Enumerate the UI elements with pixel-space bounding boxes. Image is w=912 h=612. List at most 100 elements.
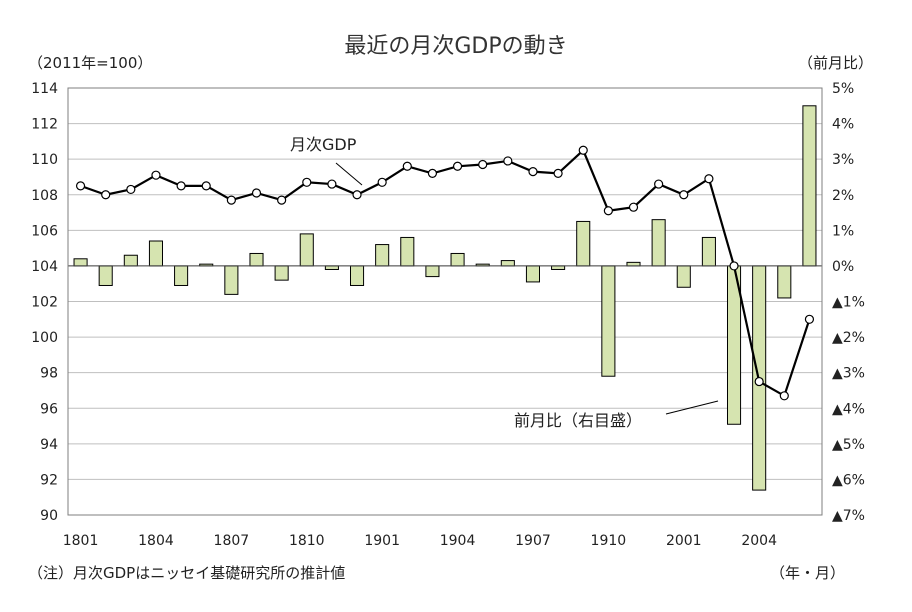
bar-1908 — [551, 265, 566, 270]
gdp-point-2006 — [804, 314, 815, 324]
right-tick-label: ▲2% — [832, 330, 865, 346]
right-tick-label: 5% — [832, 81, 854, 97]
gdp-point-1805 — [176, 181, 186, 191]
bar-1910 — [601, 265, 616, 377]
bar-1904 — [450, 252, 465, 267]
axis-layer: 90 92 94 96 98 100 102 104 106 108 110 112 114 ▲7% ▲6%… — [31, 81, 865, 549]
gdp-point-1804 — [151, 170, 161, 180]
gdp-point-2003 — [729, 261, 739, 271]
x-tick-label: 1804 — [138, 533, 174, 549]
gdp-point-1906 — [503, 156, 513, 166]
left-axis-unit: （2011年=100） — [28, 54, 153, 72]
bar-1801 — [73, 258, 88, 267]
left-tick-label: 110 — [31, 152, 58, 168]
x-tick-label: 1904 — [440, 533, 476, 549]
left-tick-label: 108 — [31, 188, 58, 204]
gdp-point-1806 — [201, 181, 211, 191]
bar-1810 — [299, 233, 314, 267]
gdp-point-1903 — [427, 168, 438, 178]
annotation-layer: 月次GDP 前月比（右目盛） — [290, 135, 719, 430]
x-tick-label: 2001 — [666, 533, 702, 549]
bar-2001 — [676, 265, 691, 288]
right-tick-label: ▲7% — [832, 508, 865, 524]
footnote: （注）月次GDPはニッセイ基礎研究所の推計値 — [28, 564, 346, 582]
left-tick-label: 100 — [31, 330, 58, 346]
gdp-point-1810 — [302, 177, 312, 187]
gdp-point-1910 — [603, 206, 613, 216]
right-tick-label: 4% — [832, 117, 854, 133]
gdp-point-1802 — [101, 190, 111, 200]
bar-1808 — [249, 252, 264, 267]
right-tick-label: ▲3% — [832, 366, 865, 382]
plot-frame — [67, 87, 823, 516]
gdp-point-1909 — [578, 145, 588, 155]
right-tick-label: ▲5% — [832, 437, 865, 453]
bar-1807 — [224, 265, 239, 295]
right-tick-label: 0% — [832, 259, 854, 275]
right-tick-label: ▲1% — [832, 295, 865, 311]
gdp-line — [80, 148, 811, 398]
gdp-point-1911 — [628, 202, 639, 212]
right-axis-unit: （前月比） — [798, 54, 874, 72]
bar-1912 — [651, 219, 666, 267]
bar-1809 — [274, 265, 289, 281]
bar-1803 — [123, 254, 138, 267]
gdp-point-2002 — [704, 174, 714, 184]
bar-1811 — [324, 265, 339, 270]
gdp-point-1807 — [226, 195, 236, 205]
gdp-point-2001 — [679, 190, 689, 200]
left-tick-label: 98 — [40, 366, 58, 382]
right-tick-label: ▲4% — [832, 401, 865, 417]
left-tick-label: 106 — [31, 223, 58, 239]
left-tick-label: 94 — [40, 437, 58, 453]
left-tick-label: 114 — [31, 81, 58, 97]
bar-1906 — [500, 260, 515, 267]
bar-layer — [68, 105, 822, 491]
bar-1909 — [576, 220, 591, 267]
right-tick-label: ▲6% — [832, 472, 865, 488]
bar-2006 — [802, 105, 817, 267]
gdp-point-1905 — [478, 159, 488, 170]
x-tick-label: 1907 — [515, 533, 551, 549]
bar-series-label: 前月比（右目盛） — [514, 411, 642, 430]
gdp-point-1808 — [251, 188, 262, 198]
gdp-point-1912 — [654, 179, 664, 189]
gdp-point-1901 — [377, 177, 387, 187]
gdp-point-1812 — [352, 190, 362, 200]
x-tick-label: 1801 — [63, 533, 99, 549]
gdp-point-2004 — [754, 376, 764, 387]
bar-2005 — [777, 265, 792, 299]
bar-1902 — [400, 236, 415, 267]
left-tick-label: 92 — [40, 472, 58, 488]
left-tick-label: 104 — [31, 259, 58, 275]
gdp-point-1908 — [553, 168, 563, 178]
right-tick-label: 2% — [832, 188, 854, 204]
bar-1804 — [148, 240, 164, 267]
gdp-point-1811 — [327, 179, 337, 189]
gdp-point-1803 — [126, 184, 136, 195]
gdp-point-1801 — [75, 181, 86, 191]
bar-1901 — [375, 244, 390, 267]
gdp-point-1904 — [452, 161, 463, 171]
bar-1903 — [425, 265, 440, 278]
bar-label-leader — [665, 400, 719, 415]
right-tick-label: 3% — [832, 152, 854, 168]
line-label-leader — [335, 162, 363, 186]
left-tick-label: 96 — [40, 401, 58, 417]
x-tick-label: 1807 — [214, 533, 250, 549]
gdp-point-1809 — [277, 195, 287, 205]
left-tick-label: 90 — [40, 508, 58, 524]
gdp-point-1902 — [402, 161, 412, 171]
bar-1802 — [98, 265, 113, 286]
x-tick-label: 2004 — [741, 533, 777, 549]
line-layer — [75, 145, 815, 401]
right-tick-label: 1% — [832, 223, 854, 239]
left-tick-label: 102 — [31, 295, 58, 311]
gdp-point-2005 — [779, 391, 789, 401]
left-tick-label: 112 — [31, 117, 58, 133]
bar-1805 — [174, 265, 189, 286]
bar-1907 — [525, 265, 541, 283]
chart-title: 最近の月次GDPの動き — [344, 34, 568, 59]
gdp-point-1907 — [528, 167, 538, 177]
bar-1911 — [626, 261, 641, 267]
